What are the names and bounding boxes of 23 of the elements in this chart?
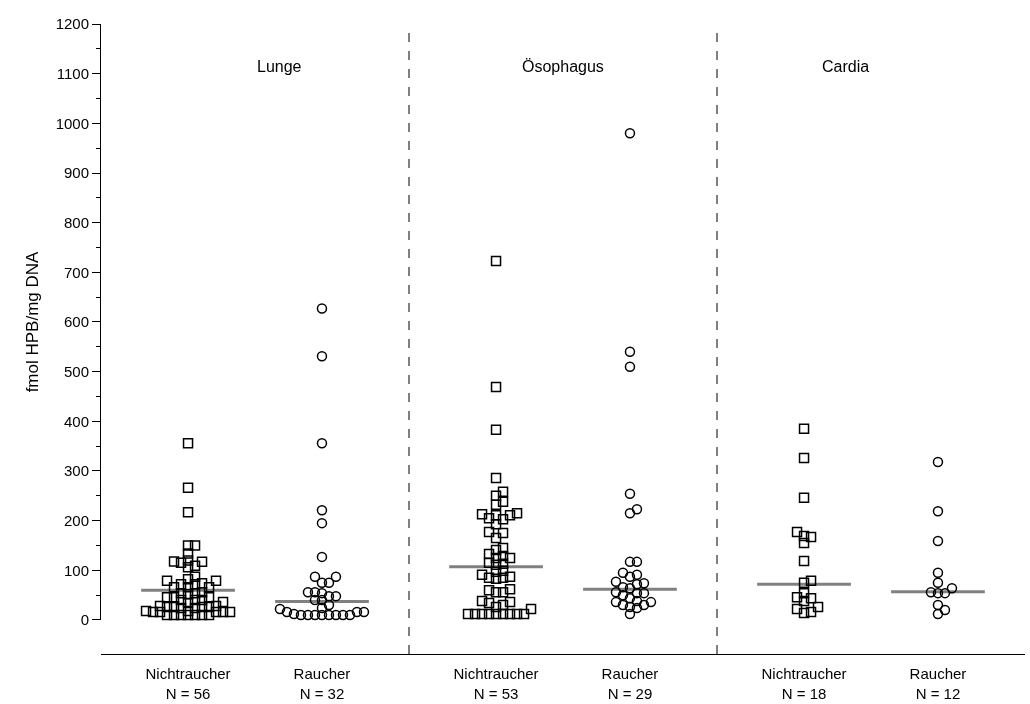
x-tick-label: Raucher N = 32 bbox=[293, 665, 351, 702]
y-tick-label: 1100 bbox=[56, 64, 89, 82]
text: Lunge bbox=[257, 58, 302, 75]
text: Cardia bbox=[822, 58, 870, 75]
y-tick-label: 400 bbox=[63, 412, 89, 430]
y-tick-label: 100 bbox=[63, 561, 89, 579]
x-tick-label: Nichtraucher N = 18 bbox=[761, 665, 847, 702]
y-tick-label: 0 bbox=[80, 611, 89, 629]
y-tick-label: 300 bbox=[63, 462, 89, 480]
x-tick-label: Nichtraucher N = 56 bbox=[145, 665, 231, 702]
y-tick-label: 1200 bbox=[55, 15, 89, 33]
y-tick-label: 600 bbox=[63, 313, 89, 331]
y-tick-label: 1000 bbox=[55, 114, 89, 132]
y-tick-label: 200 bbox=[63, 511, 89, 529]
y-tick-label: 900 bbox=[63, 164, 89, 182]
y-axis-title: fmol HPB/mg DNA bbox=[23, 250, 43, 393]
y-tick-label: 800 bbox=[63, 213, 89, 231]
y-tick-label: 500 bbox=[63, 362, 89, 380]
y-tick-label: 700 bbox=[63, 263, 89, 281]
text: Ösophagus bbox=[522, 58, 604, 75]
x-tick-label: Raucher N = 29 bbox=[601, 665, 659, 702]
x-tick-label: Raucher N = 12 bbox=[909, 665, 967, 702]
x-tick-label: Nichtraucher N = 53 bbox=[453, 665, 539, 702]
